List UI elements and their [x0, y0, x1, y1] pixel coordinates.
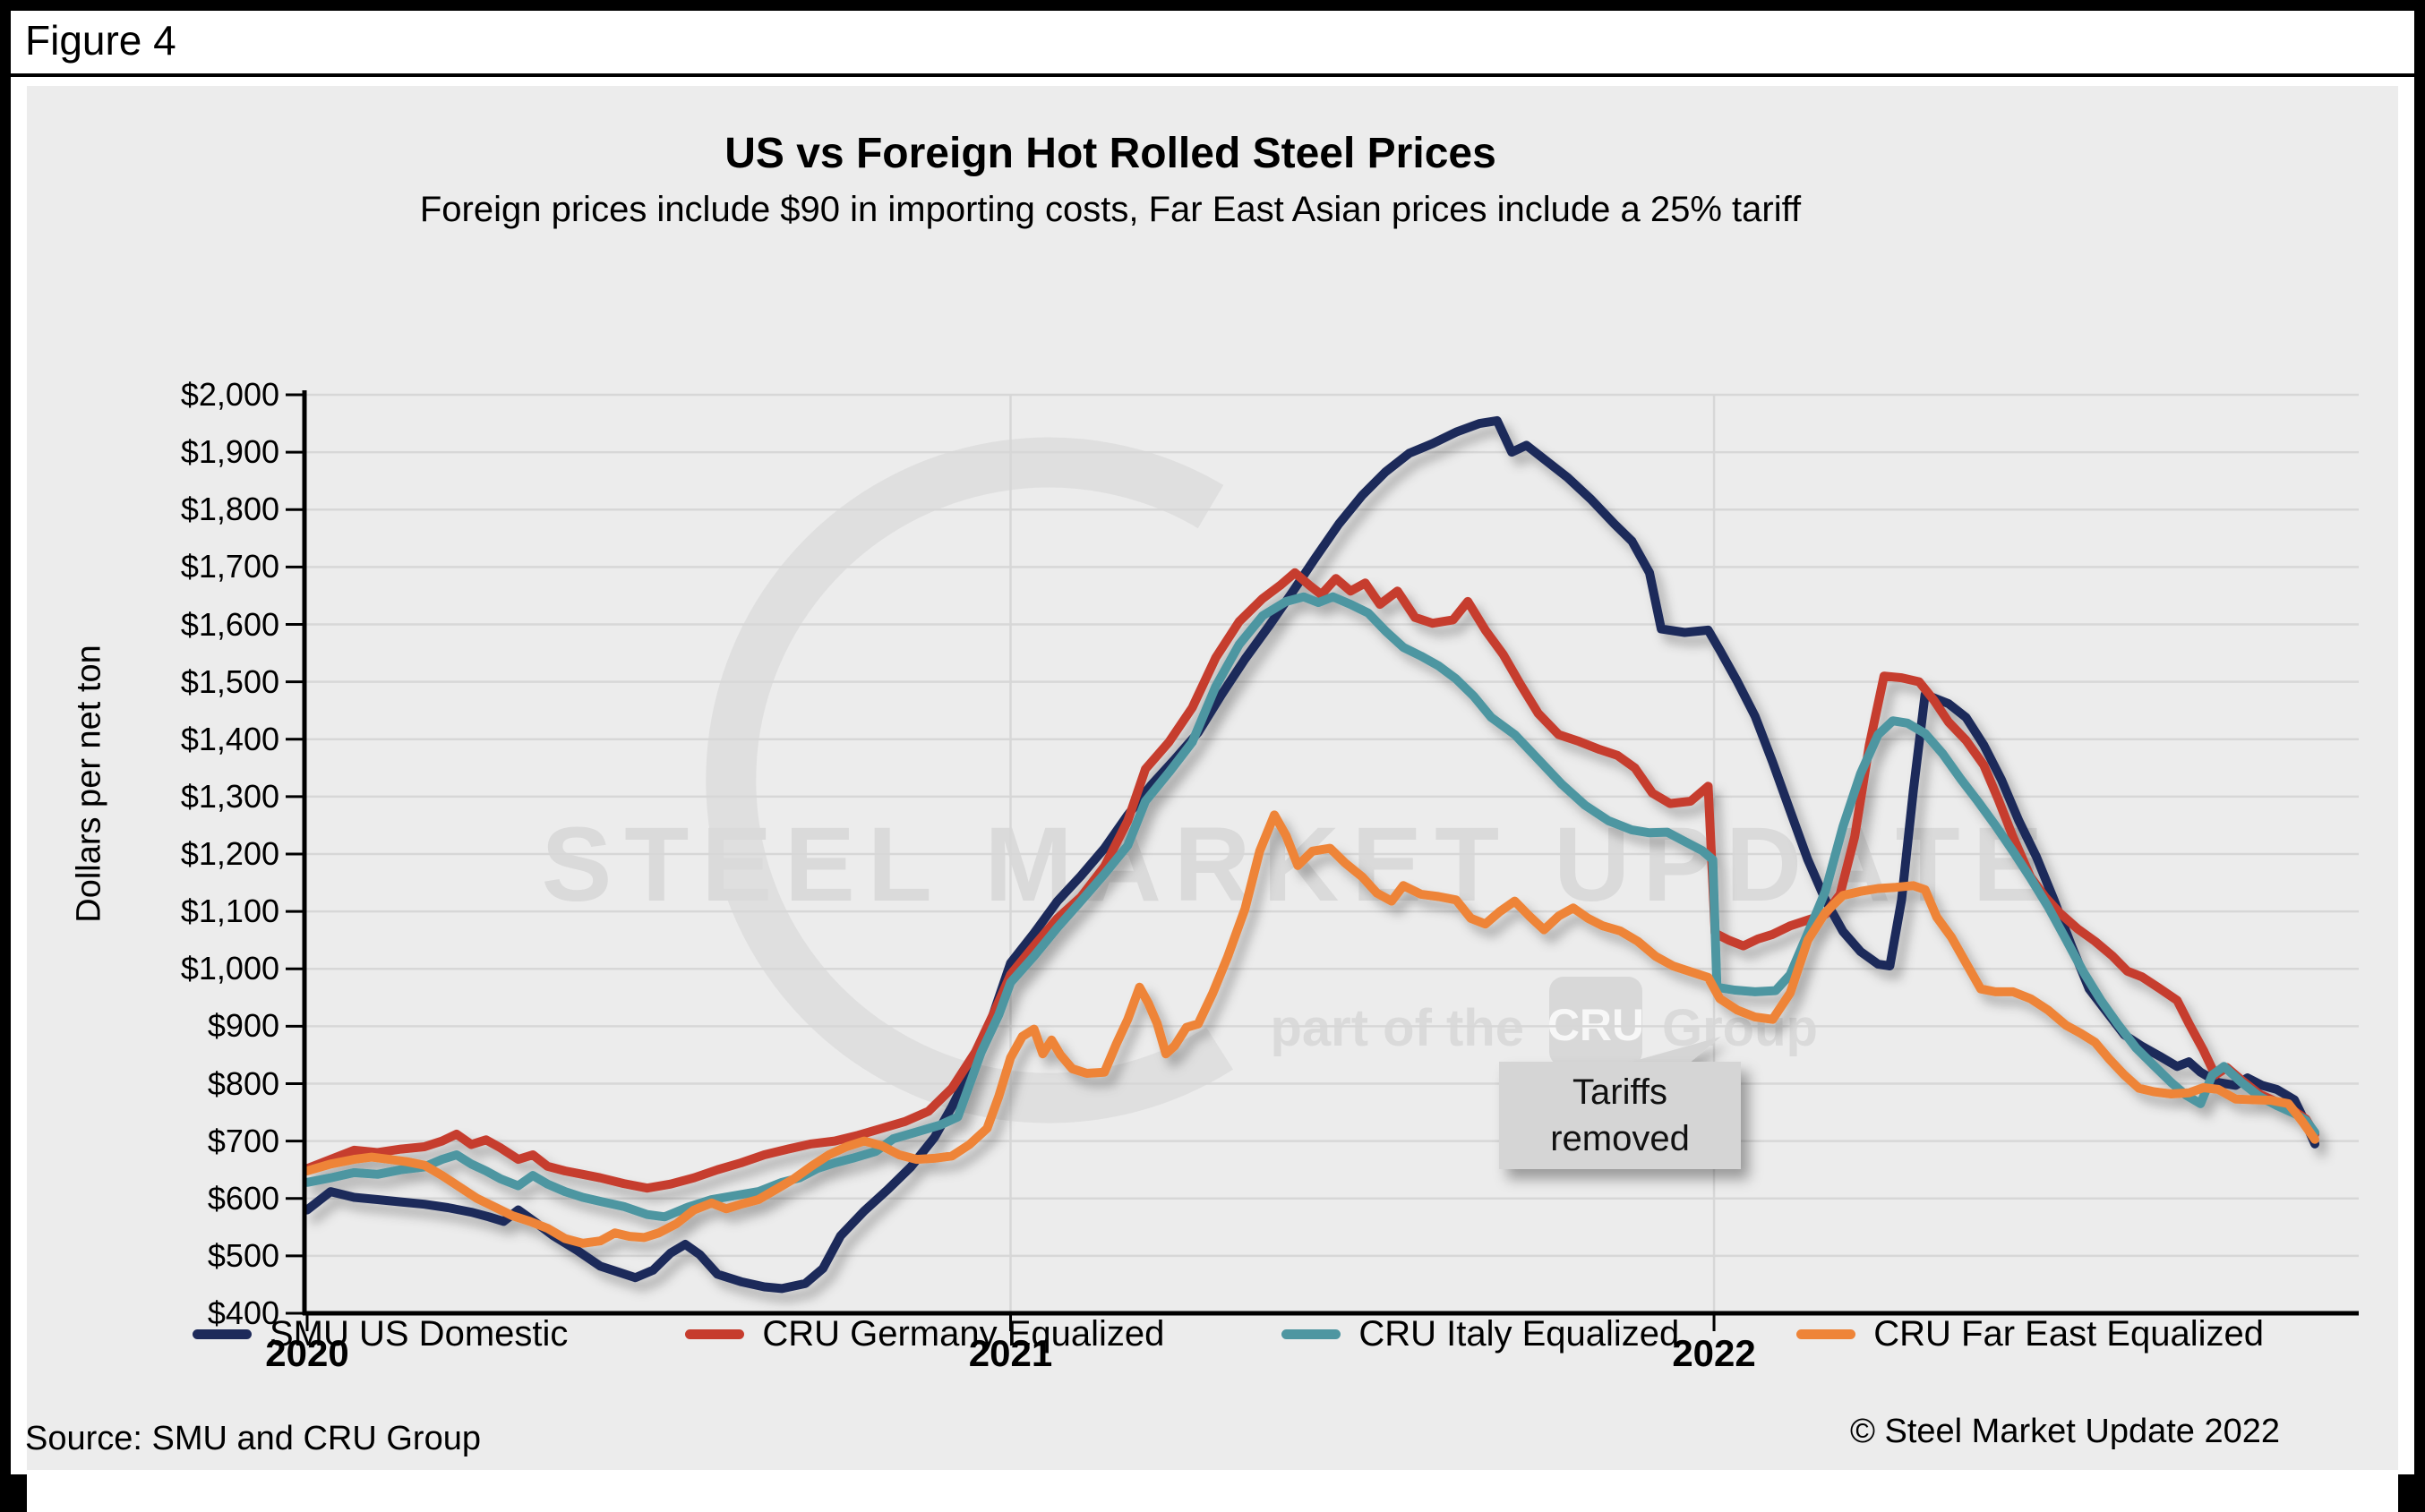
x-tick-label: 2020 — [265, 1332, 349, 1374]
legend-swatch-icon — [1281, 1329, 1341, 1339]
y-tick-label: $800 — [207, 1064, 279, 1102]
tariffs-removed-annotation: Tariffs removed — [1499, 1062, 1741, 1169]
y-tick-label: $1,100 — [180, 893, 279, 930]
chart-legend: SMU US Domestic CRU Germany Equalized CRU … — [193, 1314, 2264, 1354]
y-tick-label: $1,300 — [180, 777, 279, 815]
y-tick-label: $1,500 — [180, 662, 279, 700]
watermark-swoosh-icon — [706, 437, 1233, 1123]
copyright-note: © Steel Market Update 2022 — [1849, 1413, 2280, 1450]
source-note: Source: SMU and CRU Group — [25, 1420, 481, 1457]
legend-label: CRU Far East Equalized — [1873, 1314, 2264, 1354]
y-tick-label: $1,700 — [180, 548, 279, 585]
figure-inner-frame: Figure 4 STEEL MARKET UPDATE part of the… — [11, 11, 2414, 1512]
watermark: STEEL MARKET UPDATE part of the CRU Grou… — [542, 437, 2043, 1123]
legend-label: CRU Italy Equalized — [1358, 1314, 1680, 1354]
y-tick-label: $1,200 — [180, 835, 279, 872]
legend-item: CRU Far East Equalized — [1796, 1314, 2264, 1354]
axes — [286, 390, 2359, 1331]
chart-subtitle: Foreign prices include $90 in importing … — [419, 190, 1802, 229]
y-tick-label: $1,800 — [180, 491, 279, 528]
y-tick-label: $1,900 — [180, 433, 279, 471]
x-tick-label: 2022 — [1672, 1332, 1756, 1374]
y-tick-label: $500 — [207, 1236, 279, 1274]
y-tick-label: $600 — [207, 1179, 279, 1217]
legend-label: SMU US Domestic — [270, 1314, 569, 1354]
chart-panel: STEEL MARKET UPDATE part of the CRU Grou… — [27, 86, 2398, 1470]
data-series — [303, 415, 2319, 1294]
legend-item: SMU US Domestic — [193, 1314, 568, 1354]
y-tick-label: $900 — [207, 1007, 279, 1045]
y-tick-label: $1,400 — [180, 720, 279, 757]
y-tick-label: $1,600 — [180, 605, 279, 643]
series-line-smu-us-domestic — [303, 415, 2319, 1294]
y-tick-label: $1,000 — [180, 950, 279, 987]
price-chart: STEEL MARKET UPDATE part of the CRU Grou… — [286, 390, 2359, 1331]
chart-title: US vs Foreign Hot Rolled Steel Prices — [724, 130, 1496, 177]
x-tick-label: 2021 — [968, 1332, 1053, 1374]
figure-label: Figure 4 — [25, 17, 176, 64]
legend-item: CRU Italy Equalized — [1281, 1314, 1679, 1354]
y-tick-label: $2,000 — [180, 376, 279, 413]
y-axis-title: Dollars per net ton — [70, 645, 108, 923]
series-line-cru-italy-equalized — [303, 592, 2319, 1222]
legend-swatch-icon — [685, 1329, 745, 1339]
svg-text:CRU: CRU — [1547, 1000, 1644, 1050]
legend-swatch-icon — [193, 1329, 252, 1339]
watermark-cru-logo — [1549, 977, 1642, 1066]
y-tick-label: $400 — [207, 1294, 279, 1331]
legend-label: CRU Germany Equalized — [762, 1314, 1165, 1354]
legend-swatch-icon — [1796, 1329, 1856, 1339]
header-divider — [11, 73, 2414, 77]
legend-item: CRU Germany Equalized — [685, 1314, 1164, 1354]
series-line-cru-far-east-equalized — [303, 810, 2319, 1248]
footer-strip — [27, 1470, 2398, 1512]
y-tick-label: $700 — [207, 1122, 279, 1159]
svg-text:part of the: part of the — [1270, 999, 1524, 1057]
